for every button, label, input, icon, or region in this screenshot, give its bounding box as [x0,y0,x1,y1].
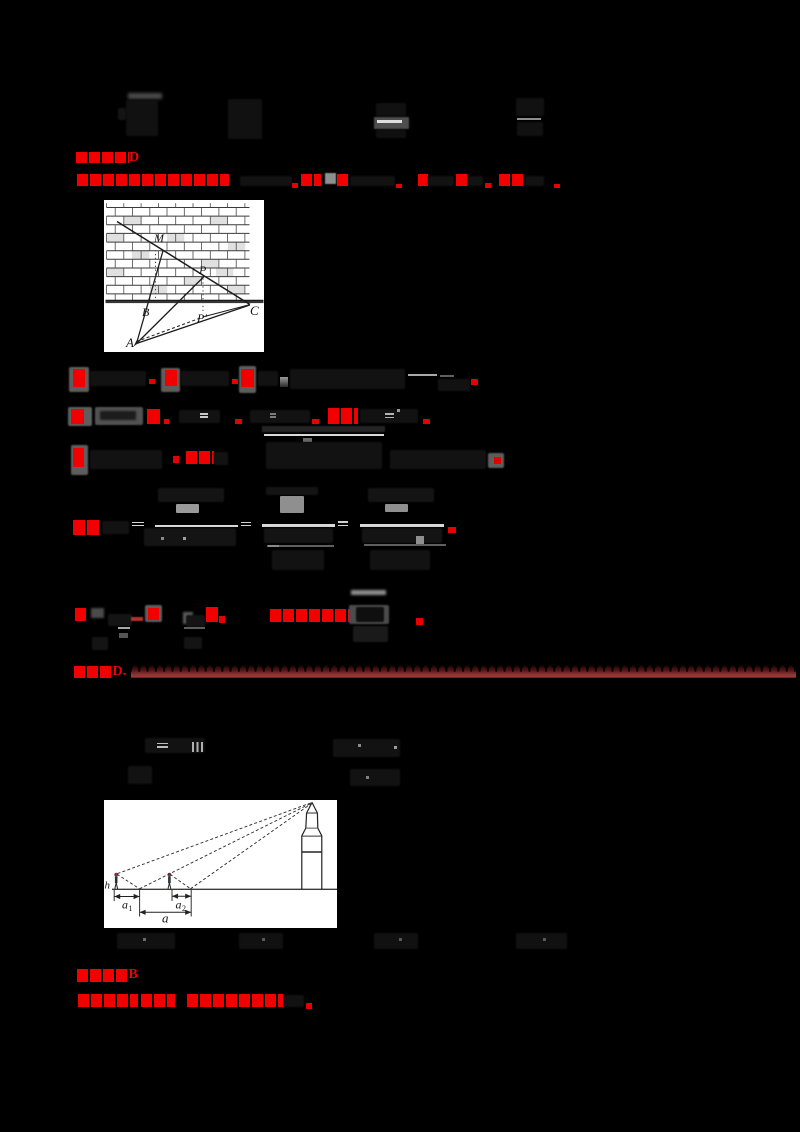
svg-text:P′: P′ [196,311,207,325]
svg-text:C: C [250,303,259,318]
svg-text:a: a [162,911,169,926]
svg-text:A: A [125,335,134,350]
svg-text:h: h [105,880,111,892]
svg-text:2: 2 [182,904,186,913]
svg-text:1: 1 [129,904,133,913]
svg-text:P: P [198,263,207,277]
svg-text:a: a [122,898,128,912]
svg-text:B: B [142,305,150,319]
svg-text:a: a [176,898,182,912]
svg-text:M: M [153,231,165,245]
